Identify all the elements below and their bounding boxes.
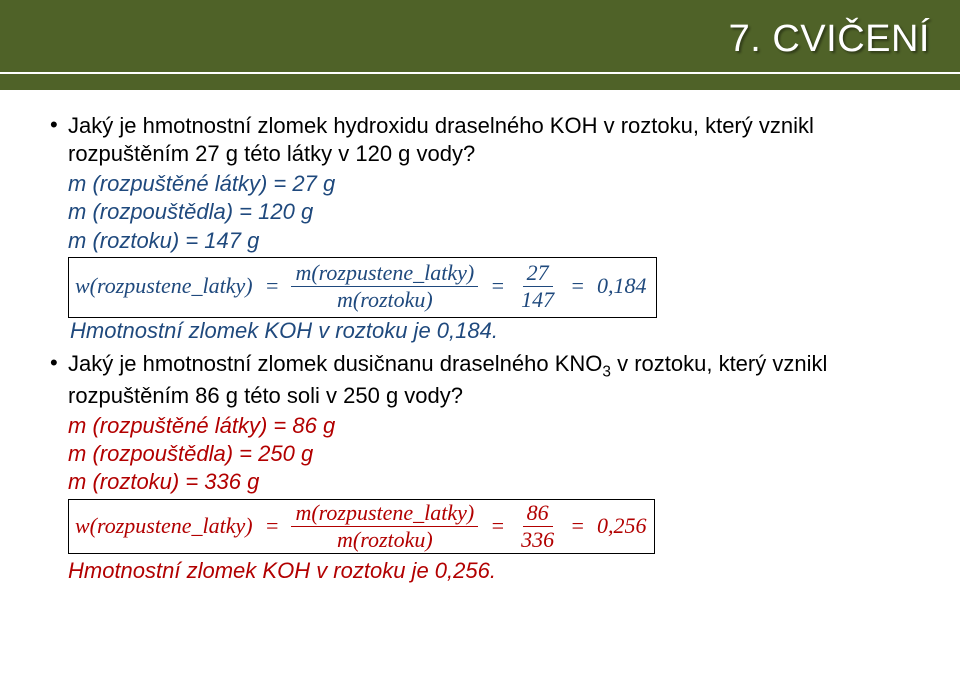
q1-given3: m (roztoku) = 147 g [68,227,932,255]
q2-frac2-num: 86 [523,502,553,527]
q1-frac1: m(rozpustene_latky) m(roztoku) [291,262,478,311]
equals-icon: = [261,513,284,539]
q1-formula: w(rozpustene_latky) = m(rozpustene_latky… [75,262,646,311]
equals-icon: = [566,273,589,299]
slide-body: Jaký je hmotnostní zlomek hydroxidu dras… [0,90,960,584]
q1-given-block: m (rozpuštěné látky) = 27 g m (rozpouště… [50,170,932,254]
q1-frac2-num: 27 [523,262,553,287]
q1-frac1-num: m(rozpustene_latky) [291,262,478,287]
slide-header: 7. CVIČENÍ [0,0,960,90]
equals-icon: = [486,513,509,539]
q2-frac1-den: m(roztoku) [333,527,437,551]
q2-frac1: m(rozpustene_latky) m(roztoku) [291,502,478,551]
header-underline [0,72,960,74]
q2-conclusion: Hmotnostní zlomek KOH v roztoku je 0,256… [50,558,932,584]
equals-icon: = [566,513,589,539]
q2-text-sub: 3 [602,363,611,380]
q1-text: Jaký je hmotnostní zlomek hydroxidu dras… [68,112,932,168]
bullet-q1: Jaký je hmotnostní zlomek hydroxidu dras… [50,112,932,168]
q1-given1: m (rozpuštěné látky) = 27 g [68,170,932,198]
bullet-q2: Jaký je hmotnostní zlomek dusičnanu dras… [50,350,932,410]
q2-frac2-den: 336 [517,527,558,551]
q2-formula-lhs: w(rozpustene_latky) [75,513,253,539]
q1-frac2-den: 147 [517,287,558,311]
q1-formula-box: w(rozpustene_latky) = m(rozpustene_latky… [68,257,657,318]
q2-formula-result: 0,256 [597,513,647,539]
q2-text: Jaký je hmotnostní zlomek dusičnanu dras… [68,350,932,410]
q1-formula-result: 0,184 [597,273,647,299]
equals-icon: = [486,273,509,299]
q2-given1: m (rozpuštěné látky) = 86 g [68,412,932,440]
q2-given3: m (roztoku) = 336 g [68,468,932,496]
q2-given-block: m (rozpuštěné látky) = 86 g m (rozpouště… [50,412,932,496]
q2-text-pre: Jaký je hmotnostní zlomek dusičnanu dras… [68,351,602,376]
equals-icon: = [261,273,284,299]
q1-conclusion: Hmotnostní zlomek KOH v roztoku je 0,184… [50,318,932,344]
q1-given2: m (rozpouštědla) = 120 g [68,198,932,226]
q1-frac2: 27 147 [517,262,558,311]
q1-frac1-den: m(roztoku) [333,287,437,311]
q2-given2: m (rozpouštědla) = 250 g [68,440,932,468]
q2-frac1-num: m(rozpustene_latky) [291,502,478,527]
q2-formula-box: w(rozpustene_latky) = m(rozpustene_latky… [68,499,655,554]
q1-formula-lhs: w(rozpustene_latky) [75,273,253,299]
slide-title: 7. CVIČENÍ [729,18,930,61]
q2-frac2: 86 336 [517,502,558,551]
